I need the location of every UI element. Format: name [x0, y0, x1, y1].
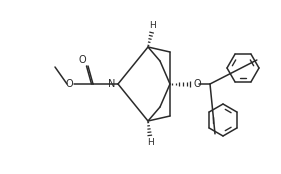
Text: H: H	[149, 21, 156, 30]
Text: O: O	[78, 55, 86, 65]
Text: O: O	[194, 79, 202, 89]
Text: H: H	[148, 138, 154, 147]
Text: O: O	[65, 79, 73, 89]
Text: N: N	[108, 79, 115, 89]
